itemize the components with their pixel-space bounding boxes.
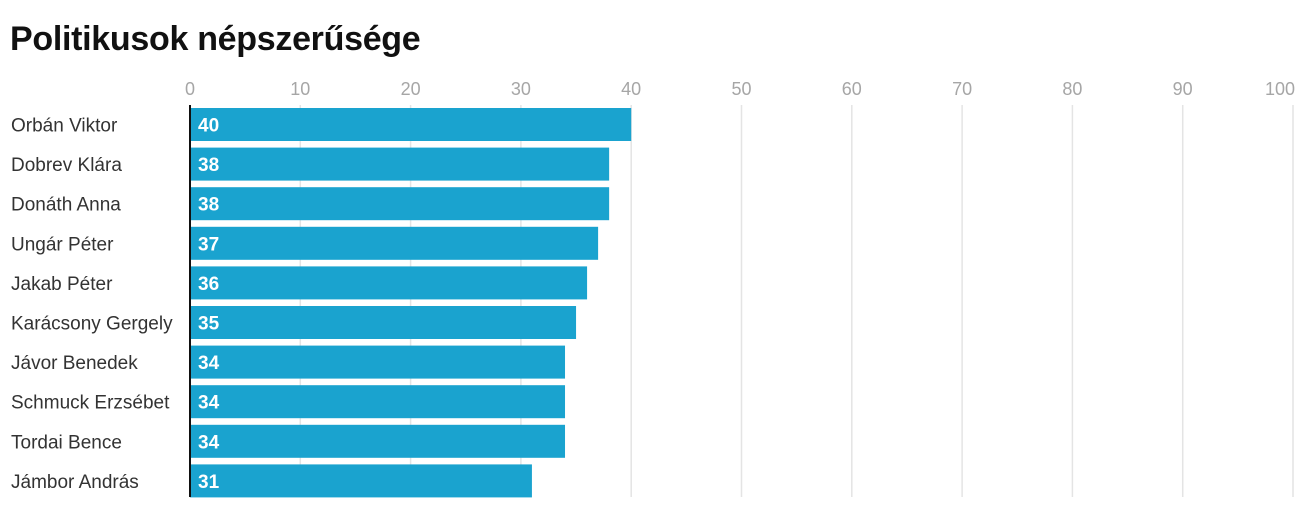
x-tick-label-60: 60: [842, 79, 862, 99]
category-label-8: Schmuck Erzsébet: [11, 393, 170, 414]
x-tick-label-10: 10: [290, 79, 310, 99]
category-label-7: Jávor Benedek: [11, 353, 138, 374]
bar-3: [190, 187, 610, 221]
category-label-5: Jakab Péter: [11, 274, 113, 295]
data-label-6: 35: [198, 314, 220, 335]
bar-2: [190, 147, 610, 181]
data-label-9: 34: [198, 432, 220, 453]
category-labels: Orbán Viktor Dobrev Klára Donáth Anna Ungár…: [11, 116, 173, 493]
category-label-4: Ungár Péter: [11, 234, 114, 255]
data-label-3: 38: [198, 195, 219, 216]
x-tick-label-30: 30: [511, 79, 531, 99]
x-tick-label-90: 90: [1173, 79, 1193, 99]
x-tick-label-70: 70: [952, 79, 972, 99]
x-tick-label-80: 80: [1062, 79, 1082, 99]
category-label-1: Orbán Viktor: [11, 116, 118, 137]
data-label-1: 40: [198, 116, 219, 137]
category-label-2: Dobrev Klára: [11, 155, 122, 176]
category-label-10: Jámbor András: [11, 472, 139, 493]
x-tick-label-40: 40: [621, 79, 641, 99]
bar-8: [190, 385, 566, 419]
category-label-9: Tordai Bence: [11, 432, 122, 453]
bar-4: [190, 226, 599, 260]
x-tick-label-100: 100: [1265, 79, 1295, 99]
data-label-8: 34: [198, 393, 220, 414]
bar-10: [190, 464, 532, 498]
chart-title: Politikusok népszerűsége: [10, 20, 421, 58]
x-axis-ticks: 0 10 20 30 40 50 60 70 80 90 100: [185, 79, 1295, 99]
category-label-6: Karácsony Gergely: [11, 314, 173, 335]
bar-6: [190, 306, 577, 339]
data-label-2: 38: [198, 155, 219, 176]
data-label-5: 36: [198, 274, 219, 295]
bar-1: [190, 108, 632, 141]
data-label-4: 37: [198, 234, 219, 255]
data-label-7: 34: [198, 353, 220, 374]
bar-5: [190, 266, 588, 300]
category-label-3: Donáth Anna: [11, 195, 121, 216]
bar-9: [190, 424, 566, 458]
x-tick-label-0: 0: [185, 79, 195, 99]
x-tick-label-20: 20: [401, 79, 421, 99]
data-label-10: 31: [198, 472, 220, 493]
bars: 40 38 38 37 36 35 34 34 34 31: [190, 108, 632, 498]
bar-7: [190, 345, 566, 379]
x-tick-label-50: 50: [731, 79, 751, 99]
